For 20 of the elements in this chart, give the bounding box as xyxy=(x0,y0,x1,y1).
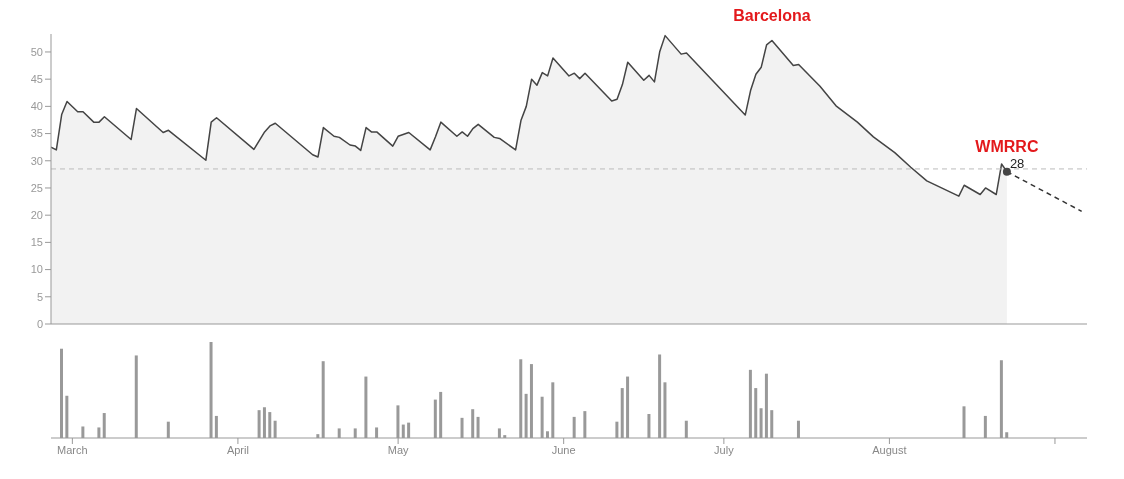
y-tick-label: 50 xyxy=(30,45,43,58)
y-tick-label: 5 xyxy=(36,290,43,303)
y-tick-label: 40 xyxy=(30,100,43,113)
annotation: WMRRC xyxy=(975,137,1039,155)
y-tick-label: 10 xyxy=(30,263,43,276)
x-tick-label: April xyxy=(226,443,249,456)
x-tick-label: August xyxy=(872,443,907,456)
x-tick-label: March xyxy=(57,443,88,456)
y-tick-label: 0 xyxy=(36,317,43,330)
x-tick-label: June xyxy=(551,443,576,456)
annotation: Barcelona xyxy=(733,6,811,24)
y-tick-label: 30 xyxy=(30,154,43,167)
y-tick-label: 35 xyxy=(30,127,43,140)
x-tick-label: May xyxy=(387,443,409,456)
y-tick-label: 45 xyxy=(30,73,43,86)
x-tick-label: July xyxy=(714,443,735,456)
data-label: 28 xyxy=(1009,155,1025,171)
y-tick-label: 15 xyxy=(30,236,43,249)
y-tick-label: 20 xyxy=(30,209,43,222)
y-tick-label: 25 xyxy=(30,181,43,194)
